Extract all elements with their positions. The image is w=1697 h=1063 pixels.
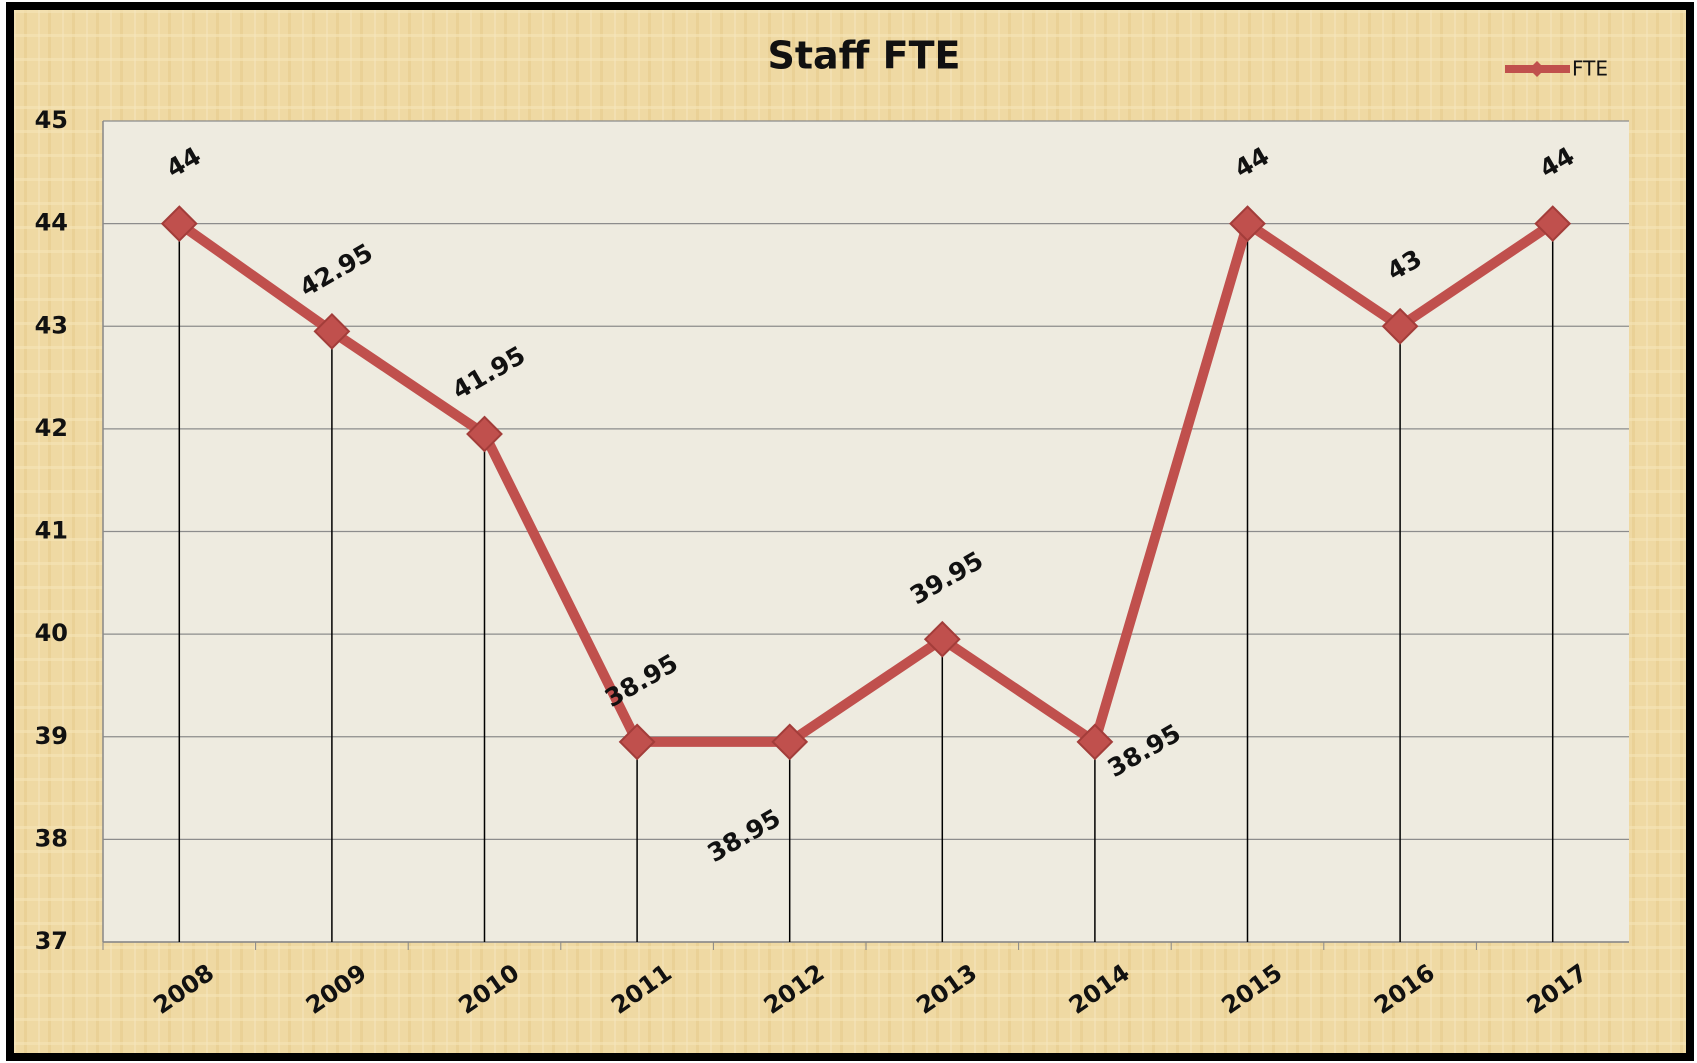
marker bbox=[1534, 205, 1572, 243]
chart-title: Staff FTE bbox=[767, 34, 960, 78]
marker bbox=[1076, 723, 1114, 761]
y-tick-label: 40 bbox=[35, 619, 68, 647]
marker bbox=[313, 312, 351, 350]
marker bbox=[466, 415, 503, 453]
marker bbox=[160, 205, 198, 243]
y-tick-label: 44 bbox=[35, 209, 68, 237]
y-tick-label: 37 bbox=[35, 927, 68, 955]
y-tick-label: 41 bbox=[35, 517, 68, 545]
series-line bbox=[176, 218, 1556, 747]
y-tick-label: 38 bbox=[35, 824, 68, 852]
marker bbox=[1229, 205, 1266, 243]
marker bbox=[771, 723, 809, 761]
y-tick-label: 45 bbox=[35, 106, 68, 134]
marker bbox=[618, 723, 656, 761]
legend-label: FTE bbox=[1572, 57, 1608, 81]
legend-marker bbox=[1529, 61, 1545, 77]
y-tick-label: 39 bbox=[35, 722, 68, 750]
y-tick-label: 42 bbox=[35, 414, 68, 442]
marker bbox=[1381, 307, 1419, 345]
y-tick-label: 43 bbox=[35, 311, 68, 339]
marker bbox=[923, 620, 961, 658]
